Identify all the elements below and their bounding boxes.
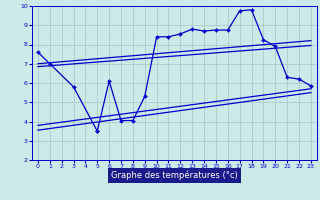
X-axis label: Graphe des températures (°c): Graphe des températures (°c) [111, 171, 238, 180]
